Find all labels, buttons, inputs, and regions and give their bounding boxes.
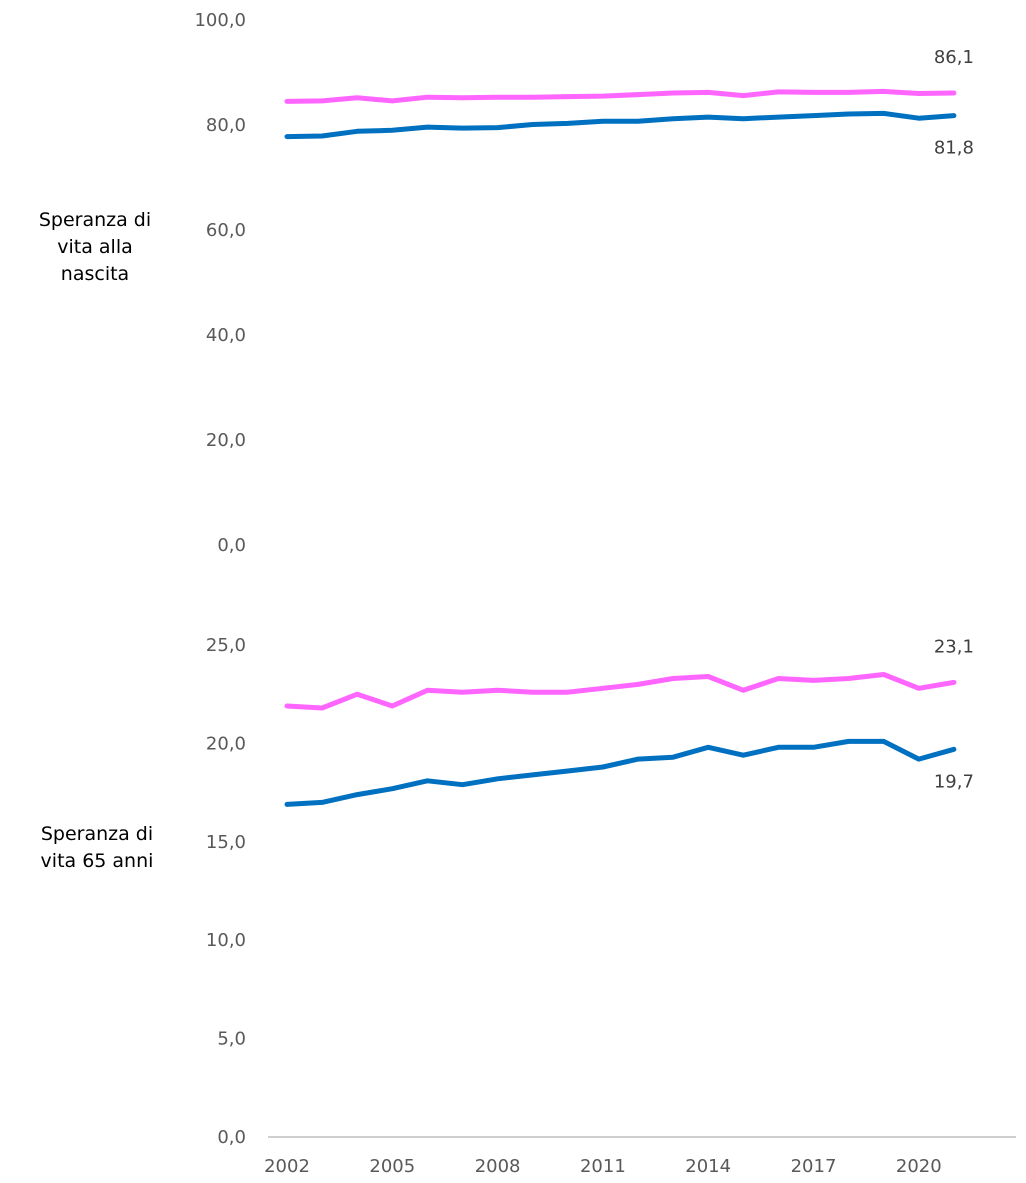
y-tick-label: 60,0: [206, 220, 246, 241]
y-axis-label-line: Speranza di: [39, 209, 151, 231]
panel-life-expectancy-birth: 0,0 20,0 40,0 60,0 80,0 100,0 Speranza di vita …: [39, 10, 974, 556]
series-line-blue: [284, 738, 957, 807]
x-tick-label: 2020: [896, 1156, 942, 1177]
y-axis-label-line: vita 65 anni: [41, 850, 154, 872]
x-tick-label: 2011: [580, 1156, 626, 1177]
y-axis-label-line: nascita: [61, 263, 129, 285]
series-line-blue: [284, 110, 957, 140]
x-tick-label: 2014: [685, 1156, 731, 1177]
y-tick-label: 20,0: [206, 430, 246, 451]
end-value-label: 81,8: [934, 138, 974, 159]
series-line-pink: [284, 672, 957, 711]
y-tick-label: 25,0: [206, 635, 246, 656]
end-value-label: 23,1: [934, 636, 974, 657]
y-tick-label: 80,0: [206, 115, 246, 136]
y-axis-label-line: vita alla: [57, 236, 133, 258]
y-tick-label: 40,0: [206, 325, 246, 346]
y-tick-label: 5,0: [217, 1029, 246, 1050]
y-tick-label: 100,0: [194, 10, 246, 31]
x-tick-label: 2008: [475, 1156, 521, 1177]
y-axis-label-line: Speranza di: [41, 823, 153, 845]
y-tick-label: 0,0: [217, 535, 246, 556]
y-tick-label: 10,0: [206, 930, 246, 951]
end-value-label: 19,7: [934, 771, 974, 792]
x-tick-label: 2005: [369, 1156, 415, 1177]
y-tick-label: 15,0: [206, 832, 246, 853]
panel-life-expectancy-65: 0,0 5,0 10,0 15,0 20,0 25,0 Speranza di vita 65…: [41, 635, 1016, 1177]
y-tick-label: 20,0: [206, 733, 246, 754]
end-value-label: 86,1: [934, 47, 974, 68]
series-line-pink: [284, 88, 957, 104]
y-tick-label: 0,0: [217, 1127, 246, 1148]
x-tick-label: 2017: [791, 1156, 837, 1177]
x-tick-label: 2002: [264, 1156, 310, 1177]
